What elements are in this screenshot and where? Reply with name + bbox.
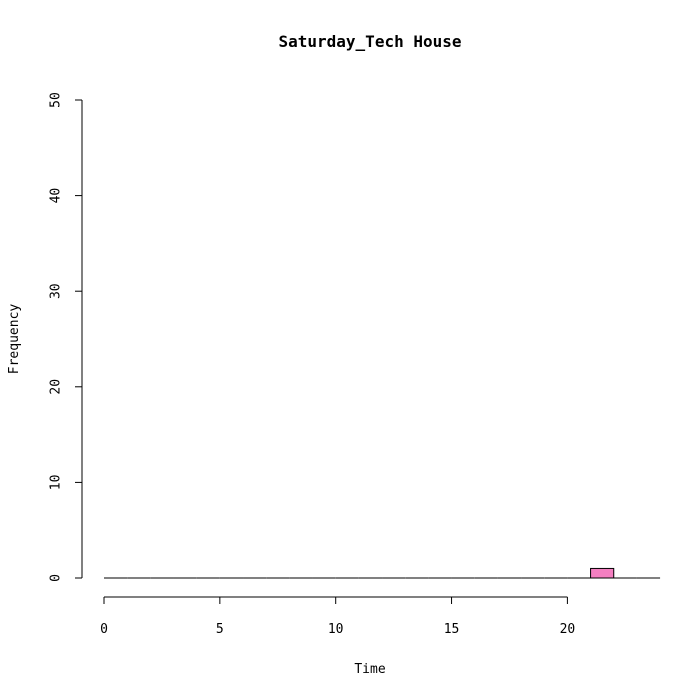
- x-tick-label: 10: [328, 622, 344, 637]
- x-tick-label: 5: [216, 622, 224, 637]
- x-axis: 0 5 10 15 20: [100, 596, 576, 637]
- y-tick-label: 10: [49, 475, 64, 491]
- y-tick-label: 20: [49, 379, 64, 395]
- y-tick-label: 40: [49, 188, 64, 204]
- y-axis-label: Frequency: [7, 304, 22, 375]
- y-axis: 0 10 20 30 40 50: [49, 92, 83, 582]
- y-tick-label: 50: [49, 92, 64, 108]
- x-tick-label: 0: [100, 622, 108, 637]
- chart-title: Saturday_Tech House: [278, 32, 461, 51]
- histogram-bar: [590, 567, 615, 579]
- y-tick-label: 0: [49, 574, 64, 582]
- histogram-bars: [104, 567, 661, 579]
- y-tick-label: 30: [49, 283, 64, 299]
- x-tick-label: 15: [444, 622, 460, 637]
- x-axis-label: Time: [354, 662, 385, 677]
- x-tick-label: 20: [560, 622, 576, 637]
